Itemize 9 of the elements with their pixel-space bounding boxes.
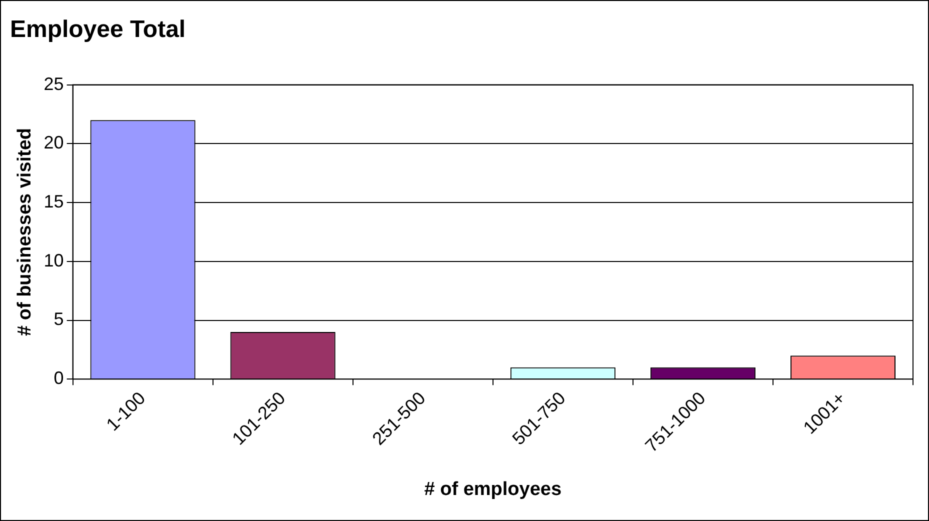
y-tick-label: 0 xyxy=(54,368,64,388)
y-tick-label: 25 xyxy=(44,74,64,94)
chart-title: Employee Total xyxy=(10,16,186,44)
y-tick-label: 10 xyxy=(44,250,64,270)
x-axis-title: # of employees xyxy=(424,478,562,500)
y-tick-label: 20 xyxy=(44,132,64,153)
y-tick-label: 15 xyxy=(44,192,64,212)
y-tick-label: 5 xyxy=(54,309,64,330)
y-axis-title: # of businesses visited xyxy=(14,128,36,336)
